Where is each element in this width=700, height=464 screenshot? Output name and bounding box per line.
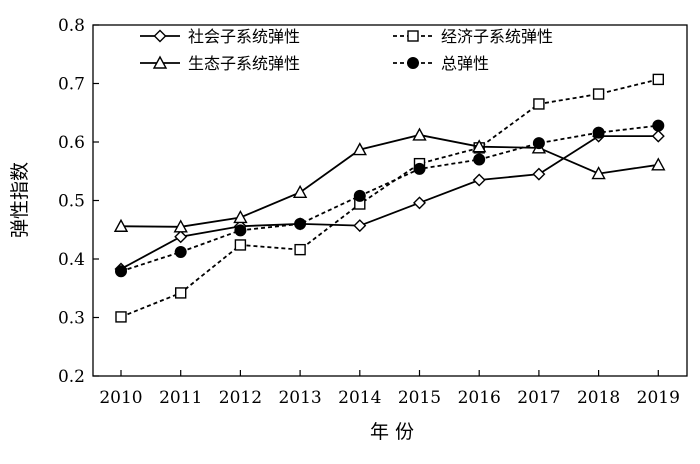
data-point: [113, 218, 129, 232]
x-tick-label: 2018: [577, 388, 620, 408]
data-point: [472, 139, 487, 153]
x-tick-label: 2019: [637, 388, 680, 408]
data-point: [292, 184, 308, 199]
data-point: [174, 230, 188, 244]
legend-label: 社会子系统弹性: [188, 27, 300, 46]
data-point: [592, 88, 605, 100]
x-tick-label: 2012: [219, 388, 262, 408]
series-4: [115, 119, 665, 278]
data-point: [294, 217, 307, 230]
axes: 0.2 0.3 0.4 0.5 0.6 0.7 0.8 2010 2011 2012 2013 201…: [58, 16, 688, 408]
series-line: [120, 78, 659, 318]
x-tick-label: 2014: [338, 388, 381, 408]
x-tick-label: 2011: [159, 388, 202, 408]
y-tick-label: 0.2: [58, 367, 85, 387]
legend-item: 总弹性: [393, 54, 489, 73]
data-point: [353, 189, 366, 202]
data-point: [413, 196, 426, 210]
data-point: [532, 167, 546, 181]
data-point: [473, 153, 486, 166]
legend-marker: [407, 57, 419, 69]
data-point: [413, 162, 426, 175]
y-axis-title: 弹性指数: [9, 162, 31, 238]
x-tick-label: 2016: [458, 388, 501, 408]
legend-item: 社会子系统弹性: [140, 27, 300, 46]
data-point: [592, 126, 605, 139]
plot-frame: [92, 24, 688, 377]
y-tick-label: 0.8: [58, 16, 85, 36]
data-point: [234, 239, 247, 251]
y-tick-label: 0.7: [58, 75, 85, 95]
data-point: [174, 287, 187, 299]
data-point: [115, 265, 127, 278]
data-point: [533, 98, 545, 110]
y-tick-label: 0.4: [58, 250, 85, 270]
series-1: [114, 129, 665, 276]
data-point: [294, 243, 306, 256]
y-tick-label: 0.5: [58, 192, 85, 212]
x-tick-label: 2013: [278, 388, 321, 408]
x-tick-label: 2017: [517, 388, 560, 408]
data-point: [651, 129, 665, 143]
data-point: [651, 157, 666, 171]
series-group: [113, 73, 666, 323]
legend-marker: [407, 30, 419, 42]
data-point: [652, 119, 665, 132]
legend-label: 经济子系统弹性: [441, 27, 553, 46]
legend-item: 生态子系统弹性: [140, 54, 300, 73]
x-tick-label: 2010: [99, 388, 142, 408]
data-point: [412, 127, 427, 141]
series-3: [113, 127, 666, 233]
legend-label: 生态子系统弹性: [188, 54, 300, 73]
data-point: [353, 219, 367, 233]
series-line: [120, 124, 659, 273]
legend-marker: [152, 55, 168, 69]
legend-label: 总弹性: [441, 54, 489, 73]
data-point: [652, 73, 664, 86]
data-point: [234, 224, 247, 237]
data-point: [472, 173, 486, 187]
x-axis-title: 年 份: [370, 421, 414, 443]
data-point: [233, 210, 248, 224]
data-point: [115, 311, 127, 323]
data-point: [173, 219, 188, 233]
data-point: [591, 166, 606, 180]
series-2: [115, 73, 664, 323]
series-line: [120, 135, 659, 270]
data-point: [352, 142, 367, 156]
data-point: [174, 245, 187, 258]
x-tick-label: 2015: [398, 388, 441, 408]
y-tick-label: 0.3: [58, 309, 85, 329]
y-tick-label: 0.6: [58, 133, 85, 153]
legend-marker: [153, 29, 167, 43]
data-point: [532, 137, 545, 150]
series-line: [120, 134, 659, 228]
legend-item: 经济子系统弹性: [393, 27, 553, 46]
